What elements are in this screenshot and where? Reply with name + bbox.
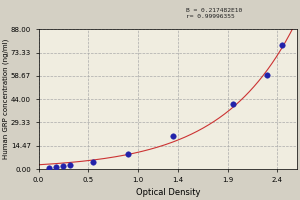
Point [54,166,59,169]
X-axis label: Optical Density: Optical Density [136,188,200,197]
Text: B = 0.217482E10
r= 0.99996355: B = 0.217482E10 r= 0.99996355 [186,8,242,19]
Point [46,167,51,170]
Point [126,152,130,156]
Point [170,135,175,138]
Point [91,160,96,163]
Point [230,102,235,106]
Point [68,163,73,167]
Point [61,165,66,168]
Y-axis label: Human GRP concentration (ng/ml): Human GRP concentration (ng/ml) [3,39,9,159]
Point [265,74,270,77]
Point [280,44,285,47]
